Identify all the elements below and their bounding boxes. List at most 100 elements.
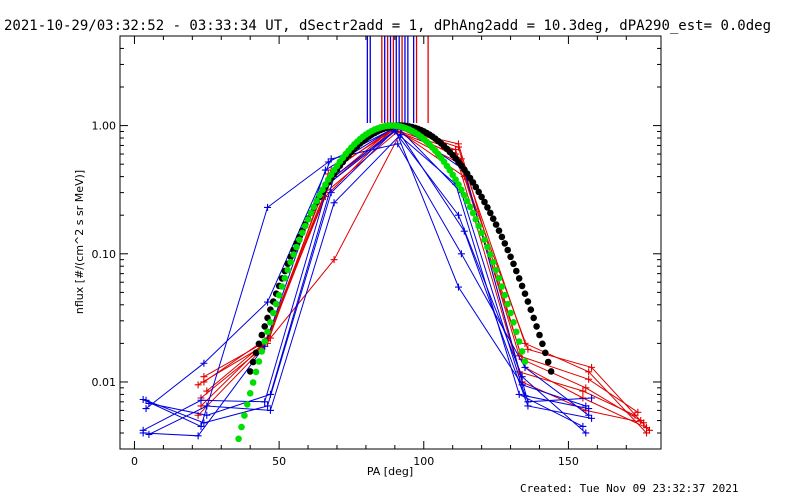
- plot-frame: [119, 35, 662, 450]
- fit-1-dot-11: [267, 319, 274, 326]
- fit-1-dot-75: [452, 176, 459, 183]
- fit-0-dot-82: [484, 204, 491, 211]
- fit-1-dot-79: [463, 197, 471, 205]
- fit-1-dot-30: [322, 181, 329, 188]
- series-5-point-7: [634, 408, 642, 416]
- series-13-point-5: [460, 227, 468, 235]
- fit-0-dot-85: [492, 221, 500, 228]
- fit-0-dot-79: [475, 188, 483, 196]
- x-tick-label-2: 100: [413, 455, 434, 468]
- series-2-point-6: [579, 387, 587, 395]
- series-13-point-0: [145, 430, 153, 438]
- fit-0-dot-92: [513, 267, 520, 275]
- fit-1-dot-83: [475, 222, 483, 230]
- fit-1-dot-76: [455, 181, 462, 188]
- series-12-point-7: [585, 405, 593, 413]
- fit-0-dot-94: [518, 282, 526, 290]
- fit-0-dot-0: [246, 368, 254, 375]
- series-13-point-2: [266, 406, 274, 414]
- fit-0-dot-2: [252, 349, 260, 357]
- series-line-10: [148, 125, 592, 416]
- series-7-point-0: [139, 395, 147, 403]
- fit-1-dot-2: [241, 412, 248, 419]
- fit-0-dot-95: [521, 290, 529, 298]
- fit-0-dot-4: [258, 331, 266, 339]
- fit-0-dot-98: [530, 314, 537, 322]
- y-tick-label-0: 0.01: [92, 376, 117, 389]
- series-13-point-4: [397, 131, 405, 139]
- series-3-point-5: [524, 345, 532, 353]
- series-2-point-0: [194, 411, 202, 419]
- fit-1-dot-81: [469, 209, 477, 217]
- fit-1-dot-88: [489, 258, 497, 266]
- fit-0-dot-84: [489, 215, 497, 222]
- fit-1-dot-90: [495, 274, 503, 282]
- series-line-5: [203, 130, 639, 413]
- series-7-point-1: [197, 422, 205, 430]
- y-axis-label: nflux [#/(cm^2 s sr MeV)]: [73, 170, 86, 314]
- series-8-point-6: [521, 363, 529, 371]
- fit-1-dot-97: [515, 338, 523, 345]
- series-line-4: [200, 126, 644, 424]
- fit-1-dot-17: [284, 266, 292, 274]
- series-6-point-0: [194, 381, 202, 389]
- fit-1-dot-74: [449, 171, 457, 179]
- y-tick-label-1: 0.10: [92, 248, 117, 261]
- series-13-point-3: [330, 199, 338, 207]
- fit-0-dot-101: [539, 340, 546, 348]
- x-tick-label-1: 50: [272, 455, 286, 468]
- fit-1-dot-5: [249, 379, 257, 386]
- fit-0-dot-87: [498, 233, 506, 241]
- fit-1-dot-13: [272, 300, 280, 308]
- fit-1-dot-77: [458, 186, 465, 194]
- fit-1-dot-28: [316, 192, 323, 199]
- fit-0-dot-80: [478, 193, 485, 201]
- fit-0-dot-96: [524, 298, 532, 305]
- fit-1-dot-31: [325, 176, 332, 183]
- series-line-12: [145, 126, 589, 424]
- fit-1-dot-96: [513, 328, 520, 336]
- fit-0-dot-78: [472, 183, 480, 191]
- fit-0-dot-90: [507, 253, 514, 261]
- fit-0-dot-5: [261, 323, 269, 330]
- series-7-point-2: [264, 203, 272, 211]
- series-12-point-0: [142, 396, 150, 404]
- fit-0-dot-3: [255, 340, 263, 348]
- fit-1-dot-19: [290, 251, 297, 258]
- fit-1-dot-3: [244, 401, 251, 408]
- fit-0-dot-88: [501, 240, 509, 247]
- fit-0-dot-102: [542, 349, 549, 357]
- fit-1-dot-29: [319, 186, 326, 194]
- fit-1-dot-18: [287, 258, 295, 266]
- fit-1-dot-9: [261, 338, 269, 345]
- fit-1-dot-92: [501, 291, 509, 299]
- fit-1-dot-20: [293, 243, 300, 251]
- fit-1-dot-98: [518, 348, 526, 355]
- series-11-point-1: [197, 396, 205, 404]
- fit-1-dot-10: [264, 328, 271, 336]
- fit-0-dot-104: [547, 368, 555, 375]
- series-8-point-5: [457, 250, 465, 258]
- series-5-point-0: [200, 373, 208, 381]
- series-line-11: [142, 130, 587, 434]
- series-6-point-7: [643, 424, 651, 432]
- series-0-point-6: [582, 384, 590, 392]
- series-9-point-6: [515, 390, 523, 398]
- fit-0-dot-99: [533, 323, 540, 330]
- fit-0-dot-83: [487, 209, 494, 217]
- fit-1-dot-86: [484, 243, 491, 251]
- x-tick-label-0: 0: [131, 455, 138, 468]
- series-12-point-1: [200, 419, 208, 427]
- series-line-13: [148, 133, 592, 435]
- fit-1-dot-22: [299, 229, 306, 237]
- x-axis-label: PA [deg]: [367, 465, 413, 478]
- fit-1-dot-23: [301, 222, 309, 230]
- series-9-point-3: [321, 166, 329, 174]
- fit-1-dot-12: [270, 309, 277, 317]
- series-10-point-1: [203, 411, 211, 419]
- series-11-point-7: [582, 429, 590, 437]
- series-12-point-3: [327, 189, 335, 197]
- fit-0-dot-86: [495, 227, 503, 234]
- series-5-point-6: [585, 375, 593, 383]
